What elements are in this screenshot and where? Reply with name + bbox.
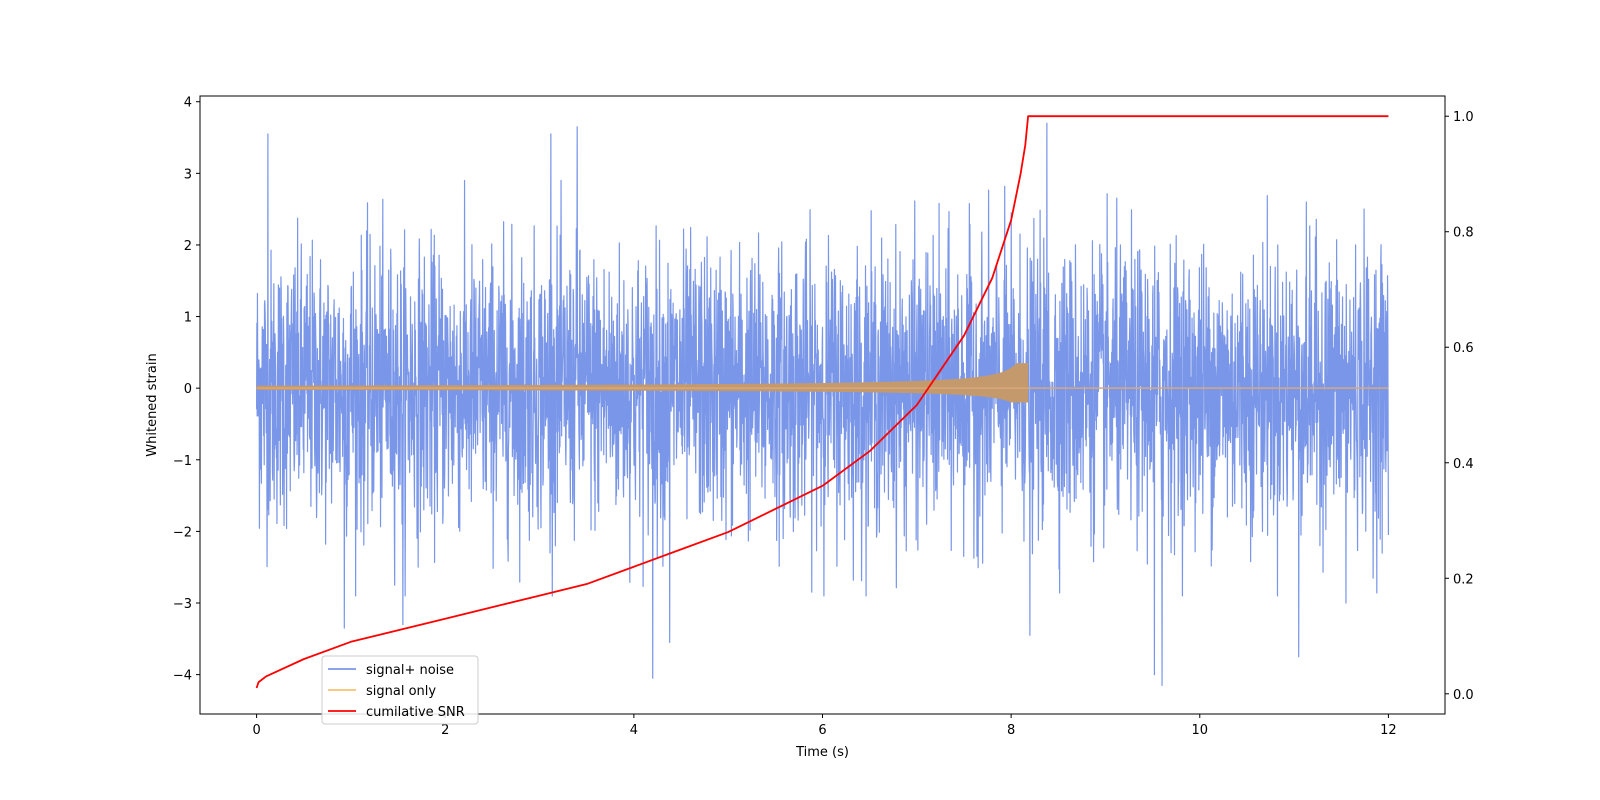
legend-label: cumilative SNR — [366, 705, 465, 720]
series-signal-noise-line — [255, 122, 1390, 686]
x-tick-label: 2 — [441, 723, 449, 738]
y-tick-label: −1 — [173, 454, 192, 469]
series-cumulative-snr-line — [255, 115, 1389, 689]
y-axis-left: −4 −3 −2 −1 0 1 2 3 4 — [173, 96, 200, 684]
legend-label: signal only — [366, 684, 436, 699]
y2-tick-label: 0.2 — [1453, 572, 1474, 587]
y-tick-label: 4 — [184, 96, 192, 111]
y-axis-right: 0.0 0.2 0.4 0.6 0.8 1.0 — [1445, 110, 1474, 703]
legend: signal+ noise signal only cumilative SNR — [321, 655, 479, 725]
legend-box — [321, 655, 479, 725]
y-tick-label: 2 — [184, 239, 192, 254]
x-tick-label: 12 — [1380, 723, 1397, 738]
y-axis-label: Whitened strain — [145, 353, 160, 456]
y-tick-label: 0 — [184, 382, 192, 397]
plot-area — [255, 115, 1390, 689]
x-tick-label: 10 — [1191, 723, 1208, 738]
y2-tick-label: 1.0 — [1453, 110, 1474, 125]
y2-tick-label: 0.8 — [1453, 226, 1474, 241]
y-tick-label: −2 — [173, 525, 192, 540]
x-axis-label: Time (s) — [795, 745, 849, 760]
y-tick-label: −4 — [173, 669, 192, 684]
y-tick-label: 1 — [184, 311, 192, 326]
series-signal-only-envelope — [256, 363, 1029, 403]
x-tick-label: 6 — [818, 723, 826, 738]
y-tick-label: −3 — [173, 597, 192, 612]
y2-tick-label: 0.0 — [1453, 688, 1474, 703]
x-tick-label: 4 — [630, 723, 638, 738]
legend-label: signal+ noise — [366, 663, 454, 678]
x-tick-label: 8 — [1007, 723, 1015, 738]
y-tick-label: 3 — [184, 167, 192, 182]
x-tick-label: 0 — [252, 723, 260, 738]
y2-tick-label: 0.4 — [1453, 457, 1474, 472]
y2-tick-label: 0.6 — [1453, 341, 1474, 356]
